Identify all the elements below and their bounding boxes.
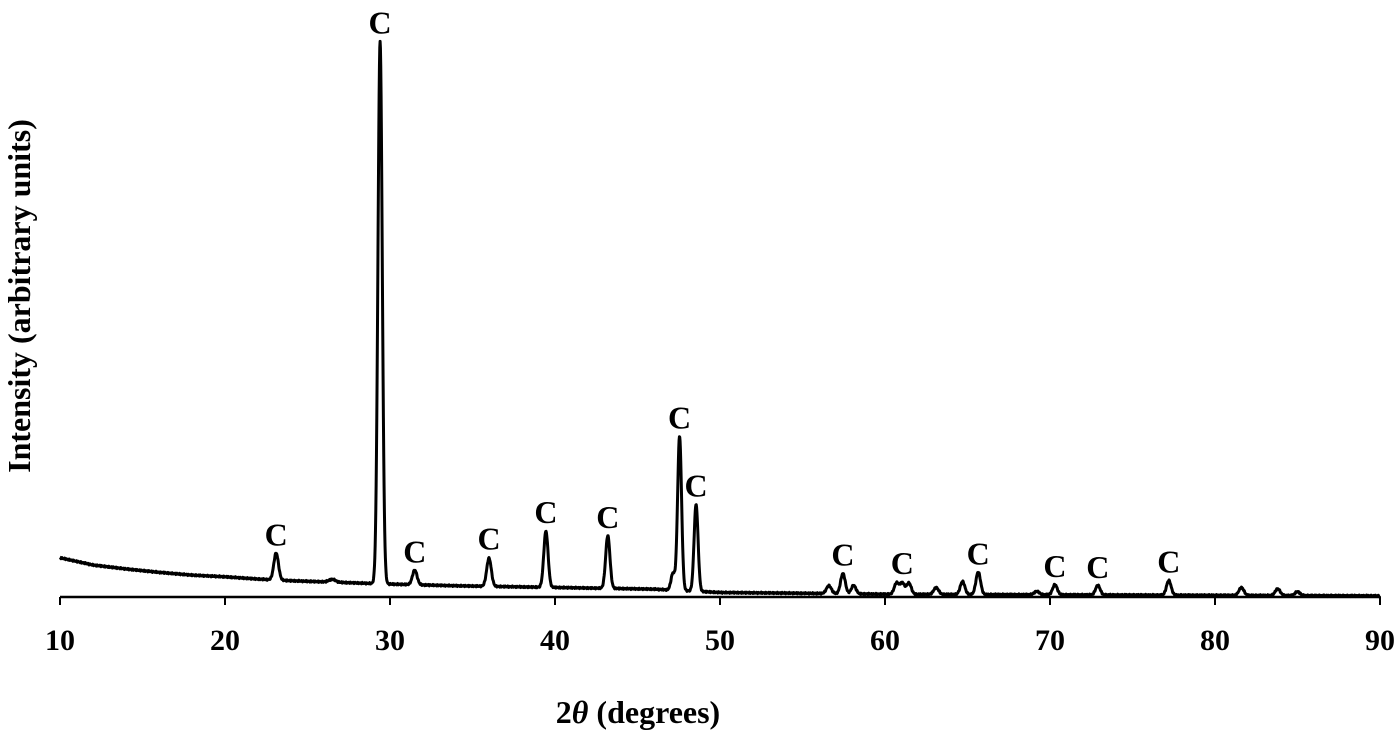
peak-label: C [477, 521, 500, 557]
x-tick-label: 30 [375, 624, 405, 657]
x-tick-label: 50 [705, 624, 735, 657]
peak-label: C [967, 536, 990, 572]
x-tick-label: 40 [540, 624, 570, 657]
diffraction-pattern-line [58, 39, 1382, 599]
peak-label: C [685, 467, 708, 503]
x-tick-label: 60 [870, 624, 900, 657]
x-tick-label: 70 [1035, 624, 1065, 657]
x-axis-title-theta: θ [572, 694, 589, 730]
peak-label: C [596, 499, 619, 535]
x-axis-title-unit: (degrees) [588, 694, 720, 730]
peak-label: C [1086, 549, 1109, 585]
x-tick-label: 80 [1200, 624, 1230, 657]
peak-label: C [1157, 543, 1180, 579]
peak-label: C [1043, 548, 1066, 584]
y-axis-title: Intensity (arbitrary units) [1, 119, 37, 473]
peak-label: C [403, 533, 426, 569]
peak-label: C [668, 399, 691, 435]
x-tick-label: 20 [210, 624, 240, 657]
x-tick-label: 10 [45, 624, 75, 657]
peak-label: C [534, 494, 557, 530]
x-axis-title-prefix: 2 [556, 694, 572, 730]
x-axis-title: 2θ (degrees) [556, 694, 720, 730]
x-tick-label: 90 [1365, 624, 1395, 657]
peak-label: C [265, 516, 288, 552]
peak-label: C [831, 537, 854, 573]
x-tick-layer: 10 20 30 40 50 60 70 80 90 [45, 597, 1395, 657]
peak-label: C [891, 545, 914, 581]
peak-label: C [369, 4, 392, 40]
